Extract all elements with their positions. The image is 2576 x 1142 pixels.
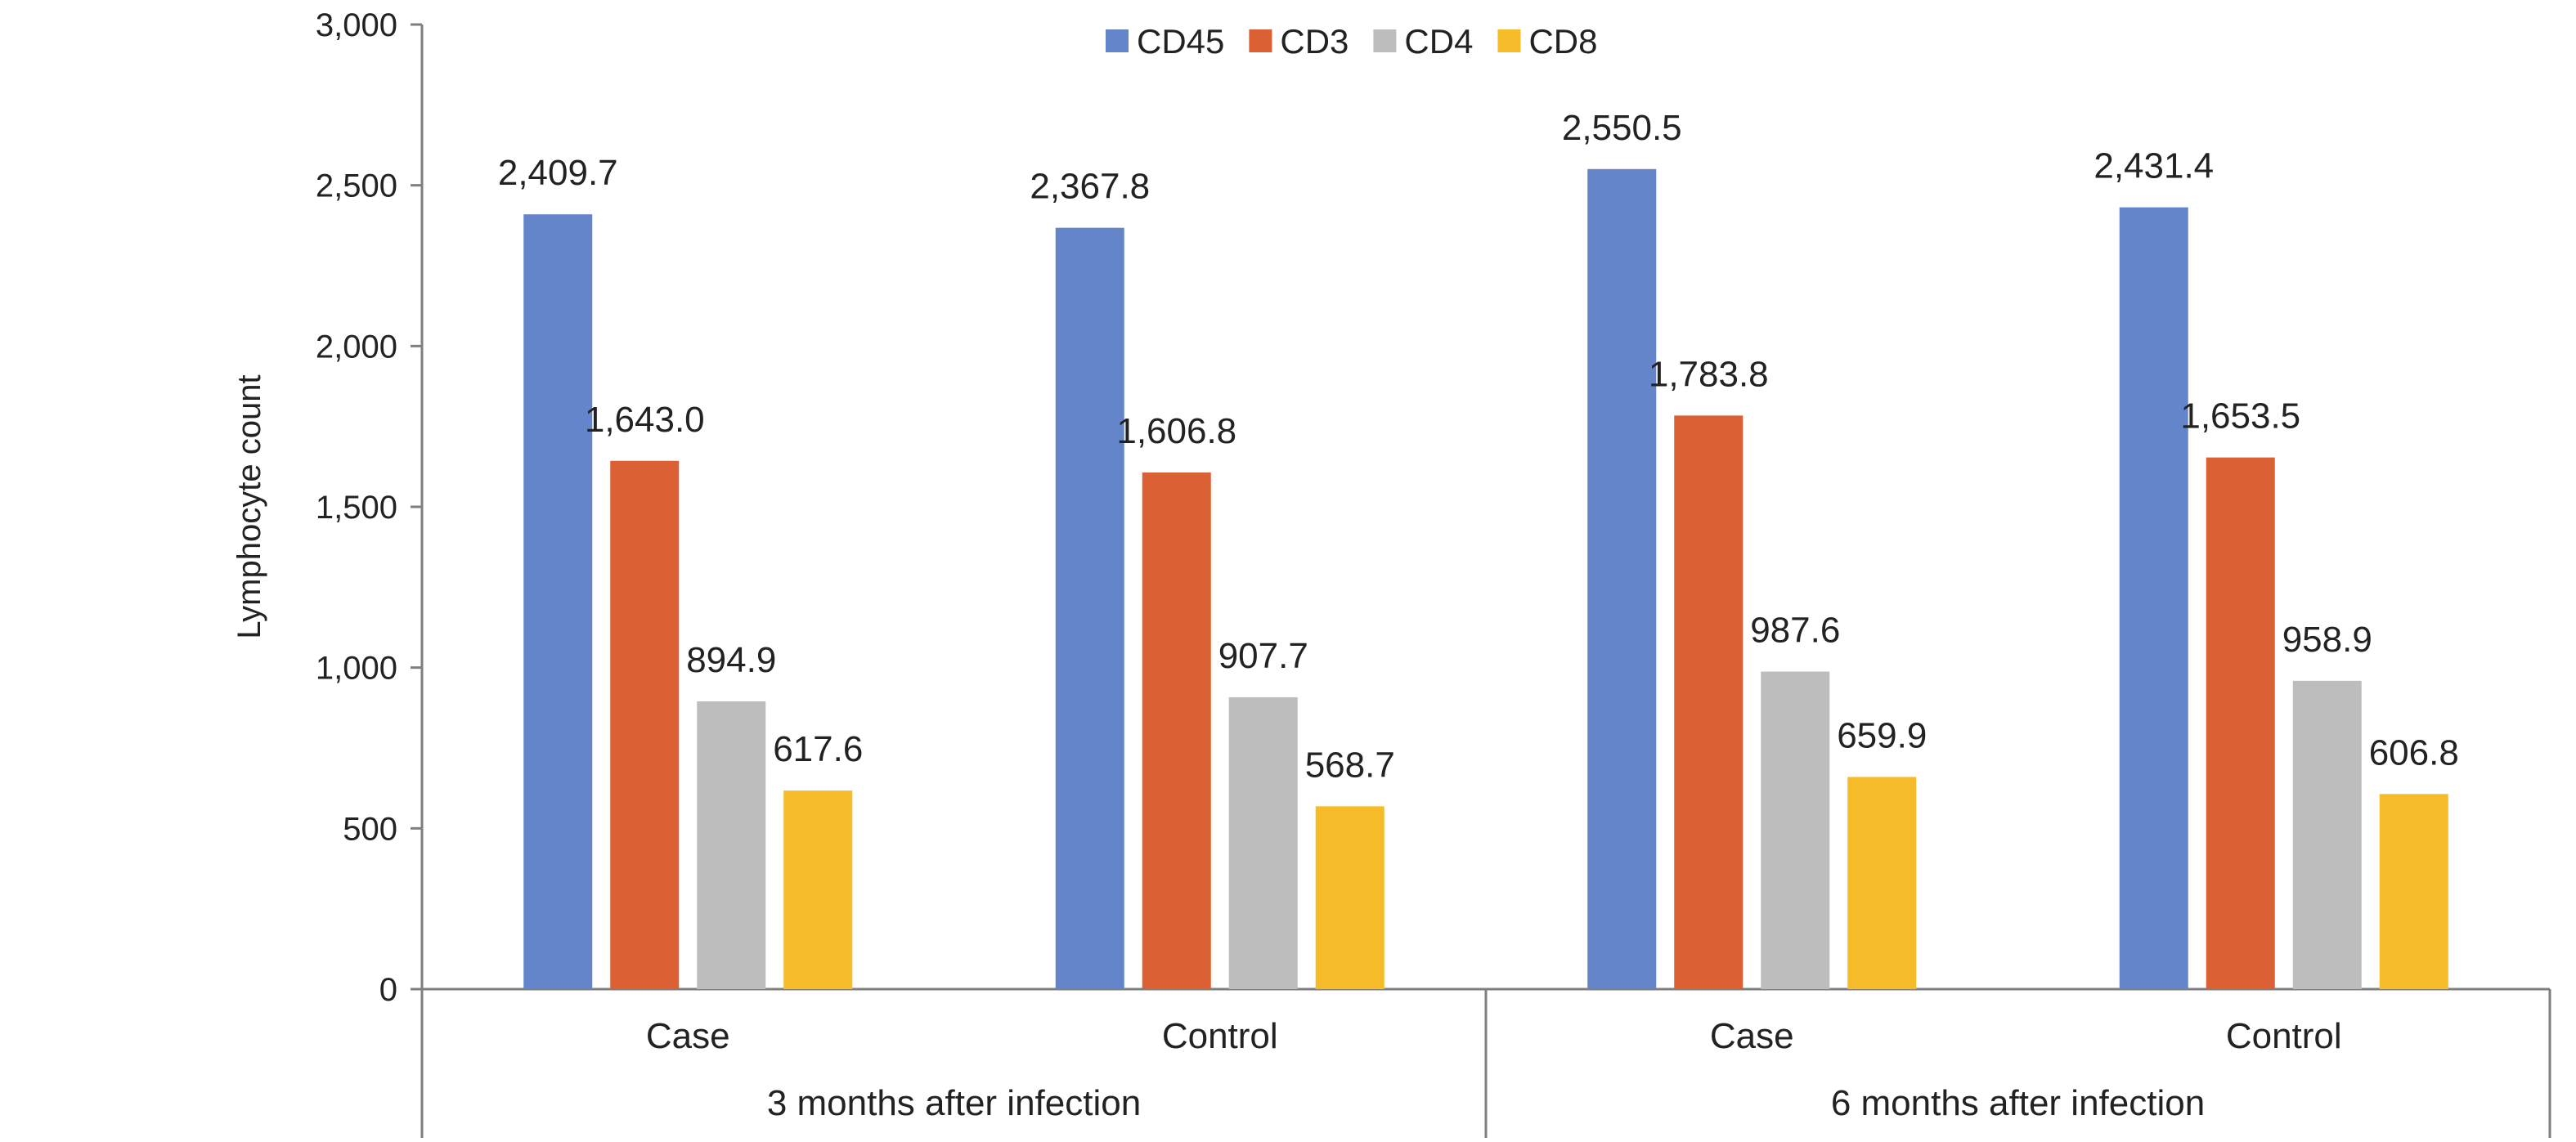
data-label: 2,409.7 <box>498 153 618 193</box>
data-label: 1,783.8 <box>1649 354 1769 394</box>
legend-label: CD45 <box>1137 22 1224 60</box>
bar-cd8 <box>1847 777 1917 989</box>
legend-label: CD3 <box>1280 22 1349 60</box>
bar-cd4 <box>1761 671 1830 989</box>
axes: 0 500 1,000 1,500 2,000 2,500 3,000 Case Control… <box>316 7 2551 1138</box>
x-group-label: 3 months after infection <box>767 1083 1141 1123</box>
data-label: 2,431.4 <box>2094 146 2214 186</box>
bar-cd45 <box>2119 207 2188 989</box>
legend-label: CD8 <box>1528 22 1597 60</box>
legend-swatch <box>1249 29 1272 52</box>
data-label: 2,367.8 <box>1030 167 1150 207</box>
data-label: 568.7 <box>1305 745 1395 785</box>
bar-cd3 <box>1142 472 1211 989</box>
legend-swatch <box>1497 29 1521 52</box>
bar-cd4 <box>2292 680 2362 989</box>
y-tick-label: 0 <box>379 972 397 1008</box>
data-labels: 2,409.7 1,643.0 894.9 617.6 2,367.8 1,606.8 90… <box>498 108 2459 786</box>
data-label: 1,653.5 <box>2180 396 2300 437</box>
x-category-label: Case <box>646 1016 730 1056</box>
data-label: 1,606.8 <box>1116 411 1236 451</box>
y-tick-label: 1,500 <box>316 490 397 526</box>
y-tick-label: 3,000 <box>316 7 397 43</box>
legend-swatch <box>1373 29 1397 52</box>
bar-cd45 <box>1055 227 1124 989</box>
bar-cd8 <box>2379 794 2448 989</box>
legend-label: CD4 <box>1404 22 1473 60</box>
data-label: 1,643.0 <box>585 400 705 440</box>
x-group-label: 6 months after infection <box>1831 1083 2205 1123</box>
bars <box>523 168 2448 989</box>
bar-cd3 <box>2206 457 2275 989</box>
y-tick-label: 1,000 <box>316 651 397 687</box>
y-tick-label: 500 <box>343 811 397 847</box>
data-label: 907.7 <box>1218 636 1308 676</box>
data-label: 606.8 <box>2369 732 2459 773</box>
bar-cd45 <box>1587 168 1657 989</box>
legend: CD45 CD3 CD4 CD8 <box>1106 22 1597 60</box>
bar-cd3 <box>1674 415 1744 989</box>
data-label: 894.9 <box>686 640 776 680</box>
bar-cd4 <box>1228 696 1298 989</box>
y-tick-label: 2,000 <box>316 329 397 365</box>
bar-cd8 <box>1315 806 1384 989</box>
data-label: 617.6 <box>773 729 863 769</box>
data-label: 958.9 <box>2282 620 2372 660</box>
x-category-label: Control <box>2226 1016 2342 1056</box>
legend-swatch <box>1106 29 1129 52</box>
data-label: 659.9 <box>1837 715 1927 755</box>
bar-cd4 <box>697 701 766 989</box>
bar-cd8 <box>783 790 853 989</box>
x-category-label: Control <box>1162 1016 1278 1056</box>
data-label: 2,550.5 <box>1562 108 1682 148</box>
y-tick-label: 2,500 <box>316 168 397 204</box>
bar-cd3 <box>610 460 680 989</box>
y-axis-title: Lymphocyte count <box>231 374 267 638</box>
data-label: 987.6 <box>1750 611 1840 651</box>
x-category-label: Case <box>1710 1016 1794 1056</box>
bar-cd45 <box>523 214 593 989</box>
